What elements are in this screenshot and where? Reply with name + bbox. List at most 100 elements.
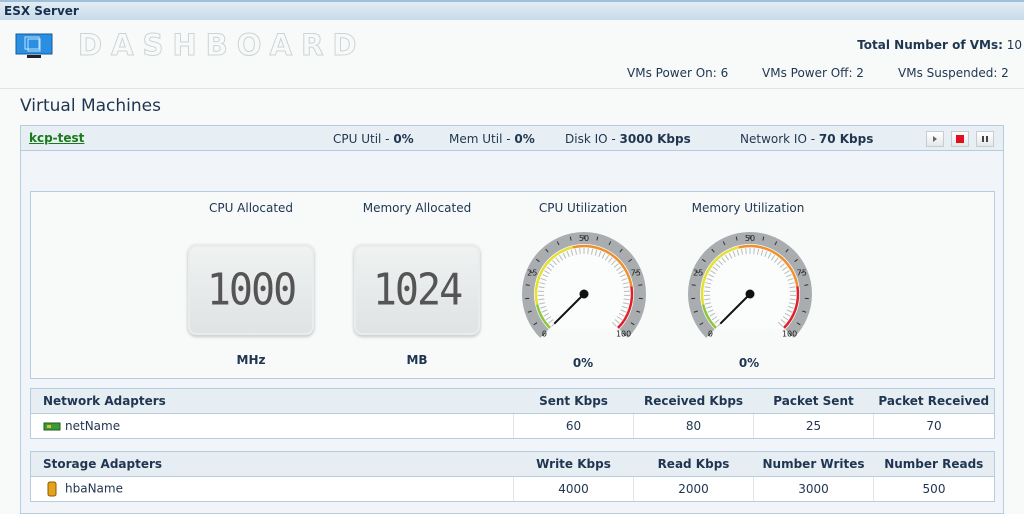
gauge-minor-tick (782, 316, 789, 321)
vm-name-link[interactable]: kcp-test (29, 131, 85, 145)
gauge-minor-tick (538, 286, 545, 289)
network-io-label: Network IO - (740, 132, 819, 146)
table-cell: 500 (873, 476, 995, 502)
gauge-minor-tick (541, 309, 548, 313)
storage-adapters-table: Storage Adapters Write Kbps Read Kbps Nu… (30, 451, 995, 502)
gauge-color-band (700, 246, 740, 305)
gauge-minor-tick (605, 254, 610, 261)
pause-button[interactable] (976, 131, 994, 147)
gauge-major-tick (800, 270, 805, 274)
gauge-minor-tick (704, 286, 711, 289)
gauge-minor-tick (548, 319, 554, 324)
column-header: Network Adapters (30, 388, 514, 414)
mem-util-value: 0% (514, 132, 535, 146)
column-header: Packet Sent (753, 388, 874, 414)
gauge-minor-tick (771, 254, 776, 261)
gauge-minor-tick (608, 257, 613, 263)
total-vms-value: 10 (1006, 38, 1022, 52)
table-row[interactable]: hbaName 4000 2000 3000 500 (30, 476, 995, 502)
disk-io-value: 3000 Kbps (619, 132, 691, 146)
gauge-minor-tick (736, 249, 740, 256)
gauge-minor-tick (705, 282, 712, 285)
gauge-minor-tick (787, 277, 794, 281)
gauge-major-tick (701, 258, 706, 263)
gauge-minor-tick (777, 321, 783, 327)
gauge-major-tick (707, 332, 712, 337)
gauge-minor-tick (782, 266, 788, 271)
memory-allocated-label: Memory Allocated (362, 201, 472, 215)
gauge-minor-tick (789, 298, 796, 301)
cpu-util-label: CPU Util - (333, 132, 394, 146)
gauge-minor-tick (562, 252, 567, 259)
gauge-minor-tick (788, 282, 795, 285)
gauge-minor-tick (764, 251, 768, 257)
stop-button[interactable] (951, 131, 969, 147)
network-io-stat: Network IO - 70 Kbps (740, 132, 873, 146)
gauge-minor-tick (622, 282, 629, 285)
gauge-major-tick (541, 332, 546, 337)
gauge-major-tick (774, 241, 778, 246)
gauge-minor-tick (715, 263, 721, 268)
gauge-minor-tick (549, 263, 555, 268)
column-header: Received Kbps (633, 388, 754, 414)
memory-utilization-label: Memory Utilization (691, 201, 805, 215)
gauge-major-tick (630, 322, 635, 326)
table-header-row: Network Adapters Sent Kbps Received Kbps… (30, 388, 995, 414)
gauge-major-tick (785, 248, 789, 253)
table-cell: 2000 (633, 476, 754, 502)
gauge-needle (553, 293, 585, 325)
vm-panel-header: kcp-test CPU Util - 0% Mem Util - 0% Dis… (20, 125, 1004, 151)
gauge-minor-tick (546, 266, 552, 271)
gauge-tick-label: 75 (797, 269, 807, 278)
table-cell: 70 (873, 413, 995, 439)
network-adapters-table: Network Adapters Sent Kbps Received Kbps… (30, 388, 995, 439)
gauge-minor-tick (611, 321, 617, 327)
gauge-minor-tick (708, 273, 715, 278)
total-vms-label: Total Number of VMs: (857, 38, 1003, 52)
gauge-tick-label: 50 (745, 234, 755, 243)
gauge-minor-tick (591, 248, 594, 255)
gauge-major-tick (762, 236, 765, 241)
gauge-minor-tick (594, 249, 598, 256)
gauge-minor-tick (611, 260, 616, 266)
gauge-major-tick (628, 258, 633, 263)
section-title: Virtual Machines (20, 96, 161, 116)
gauge-tick-label: 0 (542, 330, 547, 339)
disk-io-label: Disk IO - (565, 132, 620, 146)
adapter-name: hbaName (65, 481, 123, 496)
gauge-minor-tick (545, 316, 552, 321)
gauge-minor-tick (785, 273, 792, 278)
gauge-minor-tick (767, 252, 772, 259)
memory-utilization-gauge: 0 25 50 75 100 (688, 232, 812, 339)
cpu-utilization-value: 0% (572, 356, 594, 370)
column-header: Read Kbps (633, 451, 754, 477)
gauge-minor-tick (552, 260, 557, 266)
pause-icon (982, 136, 988, 142)
gauge-minor-tick (623, 286, 630, 289)
gauge-major-tick (794, 258, 799, 263)
gauge-major-tick (804, 284, 809, 286)
cpu-allocated-display: 1000 (188, 244, 314, 336)
gauge-major-tick (529, 270, 534, 274)
column-header: Write Kbps (513, 451, 634, 477)
gauge-major-tick (608, 241, 612, 246)
column-header: Number Writes (753, 451, 874, 477)
play-button[interactable] (926, 131, 944, 147)
adapter-name-cell: hbaName (30, 476, 514, 502)
gauge-minor-tick (712, 266, 718, 271)
gauge-tick-label: 0 (708, 330, 713, 339)
gauge-minor-tick (570, 249, 574, 256)
gauge-minor-tick (618, 312, 625, 317)
column-header: Packet Received (873, 388, 995, 414)
gauge-minor-tick (542, 273, 549, 278)
gauge-minor-tick (538, 302, 546, 305)
gauge-minor-tick (707, 309, 714, 313)
dashboard-logo: DASHBOARD (78, 28, 366, 63)
gauge-major-tick (788, 332, 793, 337)
metrics-box: CPU Allocated Memory Allocated CPU Utili… (30, 191, 995, 379)
gauge-minor-tick (724, 254, 729, 261)
gauge-minor-tick (598, 251, 602, 257)
disk-io-stat: Disk IO - 3000 Kbps (565, 132, 691, 146)
table-row[interactable]: netName 60 80 25 70 (30, 413, 995, 439)
gauge-minor-tick (760, 249, 764, 256)
